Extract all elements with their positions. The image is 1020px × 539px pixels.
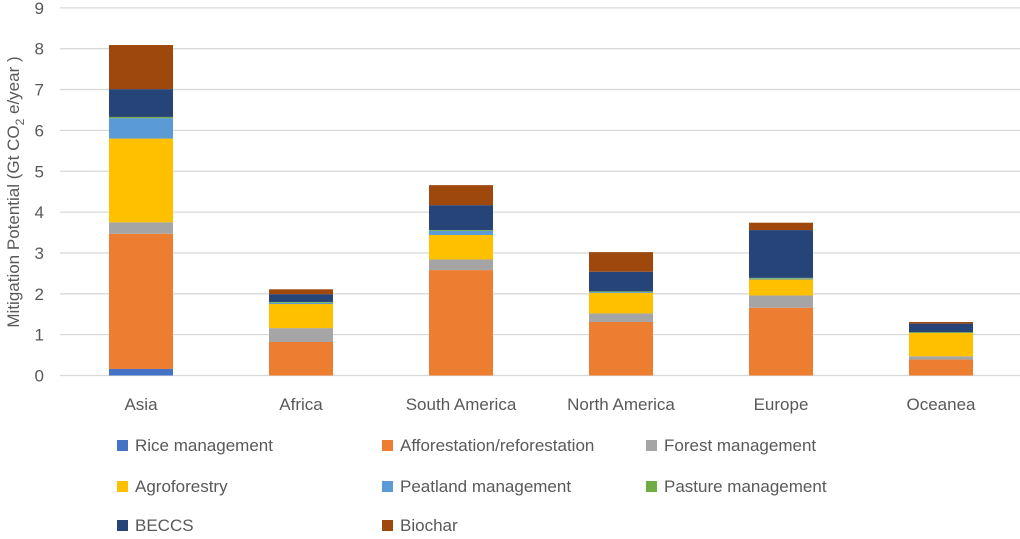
- bar-segment-agroforestry-europe: [749, 279, 813, 296]
- y-tick-label: 0: [35, 367, 44, 386]
- bar-segment-peatland-management-asia: [109, 118, 173, 139]
- bar-segment-biochar-oceanea: [909, 321, 973, 324]
- bar-segment-agroforestry-south-america: [429, 234, 493, 260]
- x-tick-label: North America: [567, 395, 675, 414]
- bar-segment-agroforestry-asia: [109, 138, 173, 223]
- legend-item: Peatland management: [382, 477, 571, 496]
- bar-segment-forest-management-europe: [749, 295, 813, 308]
- bar-segment-agroforestry-africa: [269, 304, 333, 329]
- bar-segment-biochar-south-america: [429, 185, 493, 206]
- x-tick-label: South America: [406, 395, 517, 414]
- bar-segment-beccs-oceanea: [909, 323, 973, 333]
- legend-item: Rice management: [117, 436, 273, 455]
- bar-segment-forest-management-north-america: [589, 313, 653, 322]
- y-axis-ticks: 0 1 2 3 4 5 6 7 8 9: [35, 0, 44, 386]
- legend-label: BECCS: [135, 516, 194, 535]
- x-axis-labels: Asia Africa South America North America Euro…: [124, 395, 976, 414]
- legend-swatch: [382, 481, 393, 492]
- bar-segment-pasture-management-africa: [269, 301, 333, 303]
- legend-label: Peatland management: [400, 477, 571, 496]
- bar-segment-afforestation-reforestation-north-america: [589, 321, 653, 376]
- y-tick-label: 9: [35, 0, 44, 18]
- bar-segment-afforestation-reforestation-asia: [109, 233, 173, 369]
- bar-segment-forest-management-oceanea: [909, 356, 973, 360]
- legend-swatch: [382, 520, 393, 531]
- x-tick-label: Oceanea: [907, 395, 977, 414]
- legend-item: Afforestation/reforestation: [382, 436, 594, 455]
- bar-segment-pasture-management-europe: [749, 277, 813, 279]
- legend-item: BECCS: [117, 516, 194, 535]
- legend-item: Agroforestry: [117, 477, 228, 496]
- bar-segment-biochar-africa: [269, 289, 333, 295]
- bar-segment-peatland-management-africa: [269, 302, 333, 305]
- legend-label: Biochar: [400, 516, 458, 535]
- bar-segment-forest-management-south-america: [429, 259, 493, 271]
- legend-swatch: [117, 520, 128, 531]
- legend-item: Biochar: [382, 516, 458, 535]
- bar-segment-beccs-africa: [269, 294, 333, 302]
- legend-swatch: [117, 481, 128, 492]
- bar-segment-pasture-management-asia: [109, 116, 173, 119]
- bar-segment-afforestation-reforestation-south-america: [429, 270, 493, 376]
- y-tick-label: 3: [35, 244, 44, 263]
- bar-segment-peatland-management-north-america: [589, 292, 653, 293]
- bar-segment-agroforestry-north-america: [589, 292, 653, 314]
- bar-segment-pasture-management-south-america: [429, 230, 493, 231]
- bar-segment-beccs-europe: [749, 230, 813, 278]
- y-tick-label: 2: [35, 285, 44, 304]
- y-tick-label: 5: [35, 162, 44, 181]
- y-tick-label: 4: [35, 203, 44, 222]
- legend-label: Pasture management: [664, 477, 827, 496]
- legend-swatch: [646, 481, 657, 492]
- legend-swatch: [646, 440, 657, 451]
- bar-segment-biochar-asia: [109, 45, 173, 90]
- y-axis-title: Mitigation Potential (Gt CO2 e/year ): [4, 56, 27, 327]
- legend-label: Afforestation/reforestation: [400, 436, 594, 455]
- y-tick-label: 6: [35, 121, 44, 140]
- y-tick-label: 8: [35, 40, 44, 59]
- bar-segment-biochar-europe: [749, 222, 813, 231]
- legend: Rice management Afforestation/reforestati…: [117, 436, 827, 535]
- bar-segment-peatland-management-south-america: [429, 230, 493, 235]
- bar-segment-beccs-south-america: [429, 205, 493, 231]
- bar-segment-afforestation-reforestation-africa: [269, 342, 333, 376]
- bar-segment-afforestation-reforestation-europe: [749, 307, 813, 376]
- y-tick-label: 1: [35, 326, 44, 345]
- legend-label: Forest management: [664, 436, 816, 455]
- bar-segment-rice-management-asia: [109, 368, 173, 376]
- x-tick-label: Asia: [124, 395, 158, 414]
- bar-segment-forest-management-asia: [109, 222, 173, 234]
- legend-item: Forest management: [646, 436, 816, 455]
- gridlines: [60, 7, 1020, 377]
- bar-segment-peatland-management-europe: [749, 278, 813, 280]
- legend-swatch: [117, 440, 128, 451]
- bar-segment-beccs-asia: [109, 89, 173, 117]
- y-tick-label: 7: [35, 81, 44, 100]
- bars: [109, 45, 973, 376]
- legend-label: Agroforestry: [135, 477, 228, 496]
- bar-segment-forest-management-africa: [269, 328, 333, 343]
- legend-swatch: [382, 440, 393, 451]
- bar-segment-pasture-management-north-america: [589, 291, 653, 293]
- x-tick-label: Africa: [279, 395, 323, 414]
- bar-segment-beccs-north-america: [589, 271, 653, 292]
- bar-segment-pasture-management-oceanea: [909, 332, 973, 334]
- legend-item: Pasture management: [646, 477, 827, 496]
- x-tick-label: Europe: [754, 395, 809, 414]
- bar-segment-biochar-north-america: [589, 252, 653, 272]
- legend-label: Rice management: [135, 436, 273, 455]
- bar-segment-agroforestry-oceanea: [909, 333, 973, 357]
- bar-segment-afforestation-reforestation-oceanea: [909, 359, 973, 376]
